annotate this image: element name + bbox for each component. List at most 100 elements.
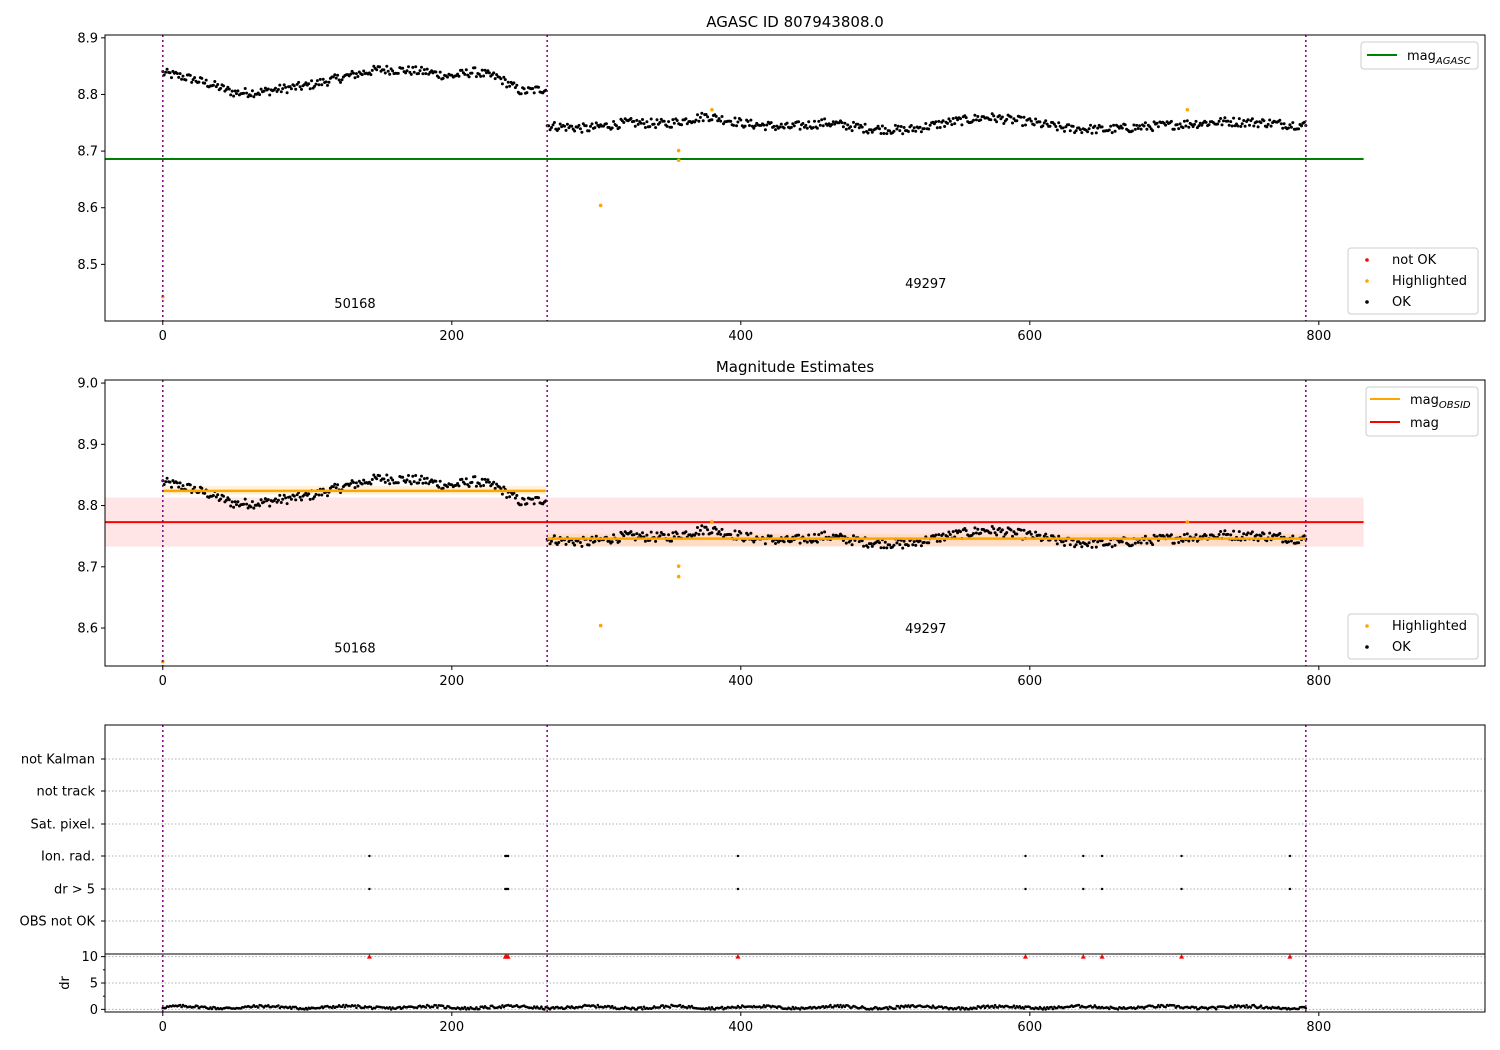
ok-point	[1268, 118, 1272, 122]
ok-point	[974, 118, 978, 122]
ok-point	[411, 474, 415, 478]
ok-point	[1048, 124, 1052, 128]
ok-point	[188, 73, 192, 77]
ok-point	[170, 485, 173, 489]
ok-point	[1232, 116, 1236, 120]
ok-point	[184, 78, 188, 82]
ok-point	[327, 80, 331, 84]
ok-point	[1172, 541, 1176, 545]
ok-point	[352, 481, 355, 484]
ok-point	[774, 542, 777, 545]
ok-point	[719, 119, 723, 123]
ok-point	[360, 73, 364, 77]
ok-point	[409, 72, 413, 76]
x-tick-label: 600	[1017, 674, 1042, 689]
ok-point	[165, 67, 169, 71]
ok-point	[720, 115, 724, 118]
flag-point	[368, 887, 371, 891]
ok-point	[831, 533, 835, 537]
ok-point	[1300, 124, 1303, 128]
ok-point	[831, 120, 835, 124]
ok-point	[408, 480, 412, 484]
ok-point	[1172, 127, 1176, 131]
ok-point	[227, 498, 231, 502]
ok-point	[1011, 534, 1014, 538]
flag-row-label: OBS not OK	[20, 915, 96, 930]
ok-point	[464, 477, 468, 481]
ok-point	[733, 529, 737, 533]
ok-point	[565, 122, 569, 126]
ok-point	[706, 528, 710, 532]
ok-point	[763, 128, 767, 132]
ok-point	[909, 124, 913, 127]
dr-clipped-marker	[505, 954, 511, 959]
ok-point	[1068, 543, 1072, 547]
ok-point	[662, 119, 666, 123]
ok-point	[308, 87, 312, 91]
ok-point	[354, 72, 358, 76]
ok-point	[492, 71, 496, 75]
ok-point	[505, 85, 509, 89]
ok-point	[378, 474, 382, 478]
ok-point	[844, 541, 848, 545]
ok-point	[396, 481, 400, 485]
ok-point	[820, 118, 824, 122]
ok-point	[193, 76, 197, 80]
dr-point	[622, 1007, 626, 1010]
ok-point	[696, 113, 699, 117]
ok-point	[593, 126, 597, 130]
flag-point	[1024, 854, 1027, 858]
ok-point	[1138, 124, 1142, 128]
ok-point	[259, 87, 263, 91]
ok-point	[899, 125, 903, 128]
ok-point	[1113, 129, 1117, 133]
dr-point	[1041, 1008, 1045, 1011]
x-tick-label: 200	[439, 1020, 464, 1035]
panel-magnitude-frame	[104, 379, 1486, 667]
ok-point	[216, 493, 220, 497]
ok-point	[353, 486, 357, 490]
ok-point	[336, 483, 340, 487]
ok-point	[1194, 533, 1198, 537]
ok-point	[1229, 533, 1233, 537]
ok-point	[878, 541, 881, 545]
ok-point	[785, 121, 789, 125]
ok-point	[1034, 530, 1038, 534]
ok-point	[753, 124, 757, 128]
ok-point	[519, 92, 523, 96]
ok-point	[789, 125, 793, 129]
ok-point	[268, 504, 272, 508]
ok-point	[178, 481, 182, 485]
dr-point	[1077, 1003, 1081, 1007]
ok-point	[493, 77, 497, 81]
ok-point	[1236, 124, 1240, 128]
ok-point	[211, 494, 215, 497]
flag-point	[506, 854, 510, 858]
ok-point	[492, 480, 496, 484]
ok-point	[1289, 125, 1293, 129]
dr-point	[791, 1005, 795, 1009]
ok-point	[675, 119, 679, 122]
ok-point	[896, 124, 900, 128]
ok-point	[639, 121, 643, 125]
ok-point	[473, 66, 477, 70]
ok-point	[233, 500, 237, 504]
ok-point	[1136, 127, 1140, 130]
ok-point	[1178, 122, 1182, 126]
ok-point	[232, 505, 236, 509]
ok-point	[1061, 540, 1065, 544]
ok-point	[639, 535, 643, 539]
dr-clipped-marker	[735, 954, 741, 959]
ok-point	[959, 530, 962, 534]
dr-point	[1245, 1003, 1248, 1007]
dr-point	[993, 1003, 997, 1007]
ok-point	[181, 484, 185, 488]
ok-point	[974, 531, 978, 535]
ok-point	[772, 124, 776, 128]
ok-point	[1120, 126, 1124, 130]
ok-point	[1090, 131, 1094, 135]
ok-point	[279, 90, 283, 94]
highlighted-point	[676, 148, 681, 153]
ok-point	[1265, 125, 1269, 129]
ok-point	[927, 541, 931, 545]
